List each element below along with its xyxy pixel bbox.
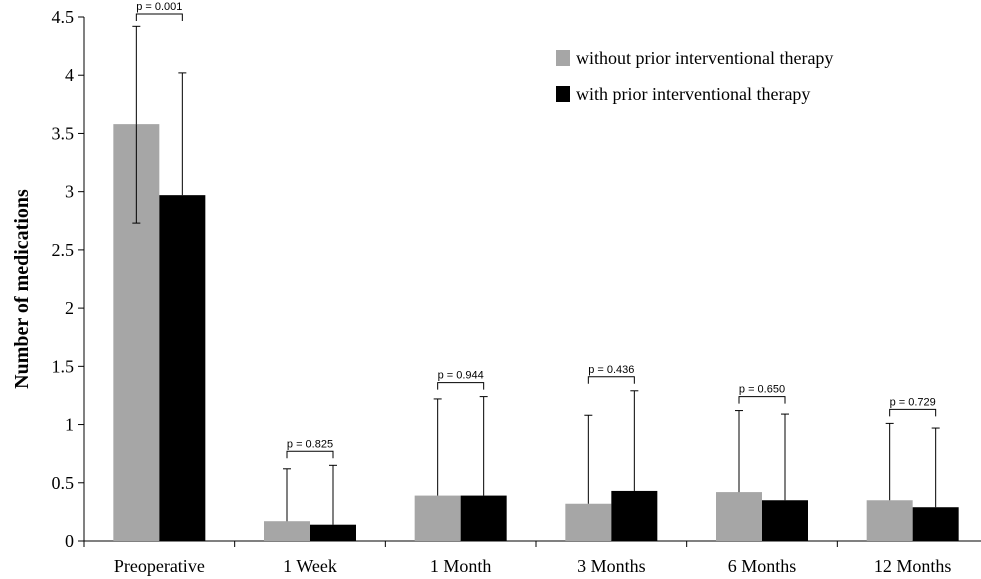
x-category-label: 1 Month bbox=[430, 556, 492, 576]
x-axis: Preoperative 1 Week 1 Month 3 Months 6 Month… bbox=[83, 540, 981, 576]
y-tick-label: 4.5 bbox=[52, 7, 75, 27]
legend-swatch bbox=[556, 50, 570, 66]
y-tick-label: 1 bbox=[65, 415, 74, 435]
p-value-bracket bbox=[437, 382, 485, 390]
y-axis-title: Number of medications bbox=[11, 189, 33, 389]
y-tick-label: 0 bbox=[65, 531, 74, 551]
y-tick-label: 0.5 bbox=[52, 473, 75, 493]
p-value-label: p = 0.825 bbox=[287, 438, 333, 450]
p-value-bracket bbox=[889, 408, 937, 417]
p-value-bracket bbox=[738, 396, 786, 404]
bars bbox=[113, 124, 959, 541]
bar-with-prior bbox=[912, 507, 959, 541]
y-axis: 0 0.5 1 1.5 2 2.5 3 3.5 4 4.5 bbox=[52, 7, 85, 551]
p-value-label: p = 0.436 bbox=[588, 364, 634, 376]
y-tick-label: 1.5 bbox=[52, 356, 75, 376]
legend: without prior interventional therapy with… bbox=[556, 48, 833, 104]
x-category-label: 12 Months bbox=[874, 556, 952, 576]
p-value-label: p = 0.001 bbox=[136, 1, 182, 13]
y-tick-label: 2.5 bbox=[52, 240, 75, 260]
bar-without-prior bbox=[264, 521, 310, 541]
y-tick-label: 4 bbox=[65, 65, 74, 85]
legend-label: without prior interventional therapy bbox=[576, 48, 833, 68]
p-value-bracket bbox=[286, 450, 334, 459]
bar-with-prior bbox=[611, 490, 658, 541]
y-tick-label: 2 bbox=[65, 298, 74, 318]
bar-without-prior bbox=[565, 503, 612, 541]
legend-swatch bbox=[556, 86, 570, 102]
p-value-bracket bbox=[587, 376, 635, 384]
error-bars bbox=[132, 25, 940, 525]
x-category-label: 3 Months bbox=[577, 556, 646, 576]
bar-without-prior bbox=[716, 492, 762, 541]
p-value-label: p = 0.650 bbox=[739, 384, 785, 396]
p-value-label: p = 0.729 bbox=[890, 396, 936, 408]
p-value-bracket bbox=[135, 13, 183, 21]
x-category-label: Preoperative bbox=[114, 556, 205, 576]
y-tick-label: 3.5 bbox=[52, 123, 75, 143]
bar-with-prior bbox=[460, 495, 507, 541]
legend-label: with prior interventional therapy bbox=[576, 84, 810, 104]
bar-with-prior bbox=[762, 500, 808, 541]
bar-with-prior bbox=[310, 524, 356, 541]
bar-without-prior bbox=[414, 495, 461, 541]
bar-with-prior bbox=[159, 195, 206, 541]
p-value-label: p = 0.944 bbox=[438, 370, 484, 382]
x-category-label: 6 Months bbox=[728, 556, 797, 576]
p-value-annotations: p = 0.001 p = 0.825 p = 0.944 p = 0.436 p = … bbox=[135, 1, 937, 459]
bar-without-prior bbox=[866, 500, 913, 541]
y-tick-label: 3 bbox=[65, 182, 74, 202]
x-category-label: 1 Week bbox=[283, 556, 337, 576]
